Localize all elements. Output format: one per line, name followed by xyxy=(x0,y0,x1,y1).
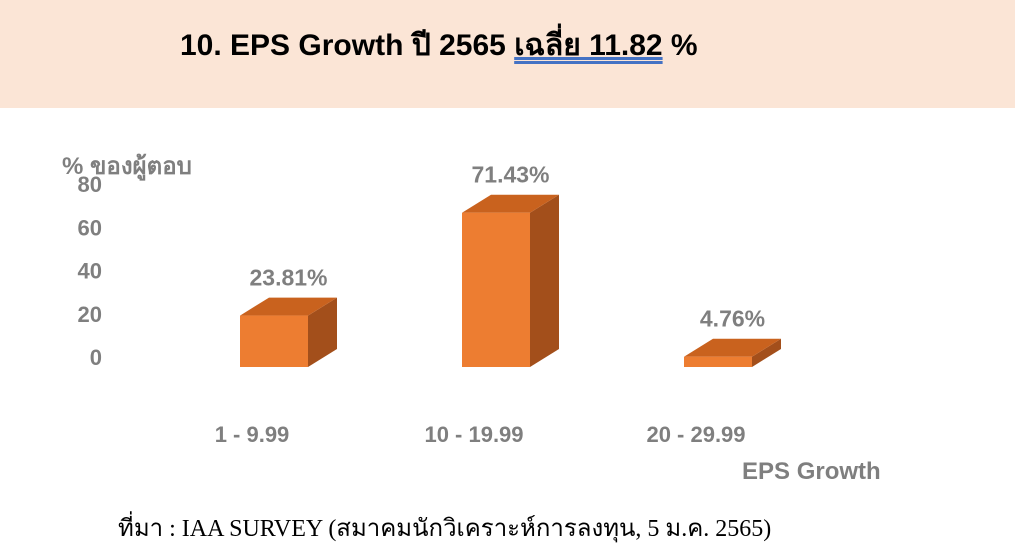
source-note: ที่มา : IAA SURVEY (สมาคมนักวิเคราะห์การ… xyxy=(118,516,772,542)
x-tick-label: 1 - 9.99 xyxy=(215,422,290,447)
bar-top xyxy=(462,194,559,213)
y-axis-label: % ของผู้ตอบ xyxy=(62,153,192,181)
page-title: 10. EPS Growth ปี 2565 เฉลี่ย 11.82 % xyxy=(0,22,1015,69)
x-axis-label: EPS Growth xyxy=(742,458,881,485)
bars: 23.81% 71.43% 4.76% xyxy=(240,162,781,367)
eps-growth-chart: % ของผู้ตอบ EPS Growth 0 20 40 60 80 23.81% 7… xyxy=(62,153,881,485)
bar-side xyxy=(752,338,781,367)
bar xyxy=(240,297,337,367)
title-average: เฉลี่ย 11.82 xyxy=(514,29,663,62)
bar-front xyxy=(684,356,752,367)
bar-top xyxy=(240,297,337,316)
x-tick-label: 10 - 19.99 xyxy=(424,422,523,447)
y-axis-ticks: 0 20 40 60 80 xyxy=(78,172,102,370)
data-label: 23.81% xyxy=(249,265,327,291)
y-tick-label: 0 xyxy=(90,345,102,370)
title-prefix: 10. EPS Growth ปี 2565 xyxy=(180,29,515,62)
bar xyxy=(684,338,781,367)
data-label: 71.43% xyxy=(471,162,549,188)
bar-top xyxy=(684,338,781,357)
y-tick-label: 80 xyxy=(78,172,102,197)
y-tick-label: 20 xyxy=(78,302,102,327)
bar-side xyxy=(308,297,337,367)
title-banner xyxy=(0,0,1015,108)
x-tick-label: 20 - 29.99 xyxy=(646,422,745,447)
x-axis-ticks: 1 - 9.99 10 - 19.99 20 - 29.99 xyxy=(215,422,746,447)
bar-front xyxy=(462,212,530,367)
bar-side xyxy=(530,194,559,367)
y-tick-label: 60 xyxy=(78,215,102,240)
data-label: 4.76% xyxy=(700,306,765,332)
bar-front xyxy=(240,315,308,367)
y-tick-label: 40 xyxy=(78,259,102,284)
title-suffix: % xyxy=(662,29,698,62)
bar xyxy=(462,194,559,367)
